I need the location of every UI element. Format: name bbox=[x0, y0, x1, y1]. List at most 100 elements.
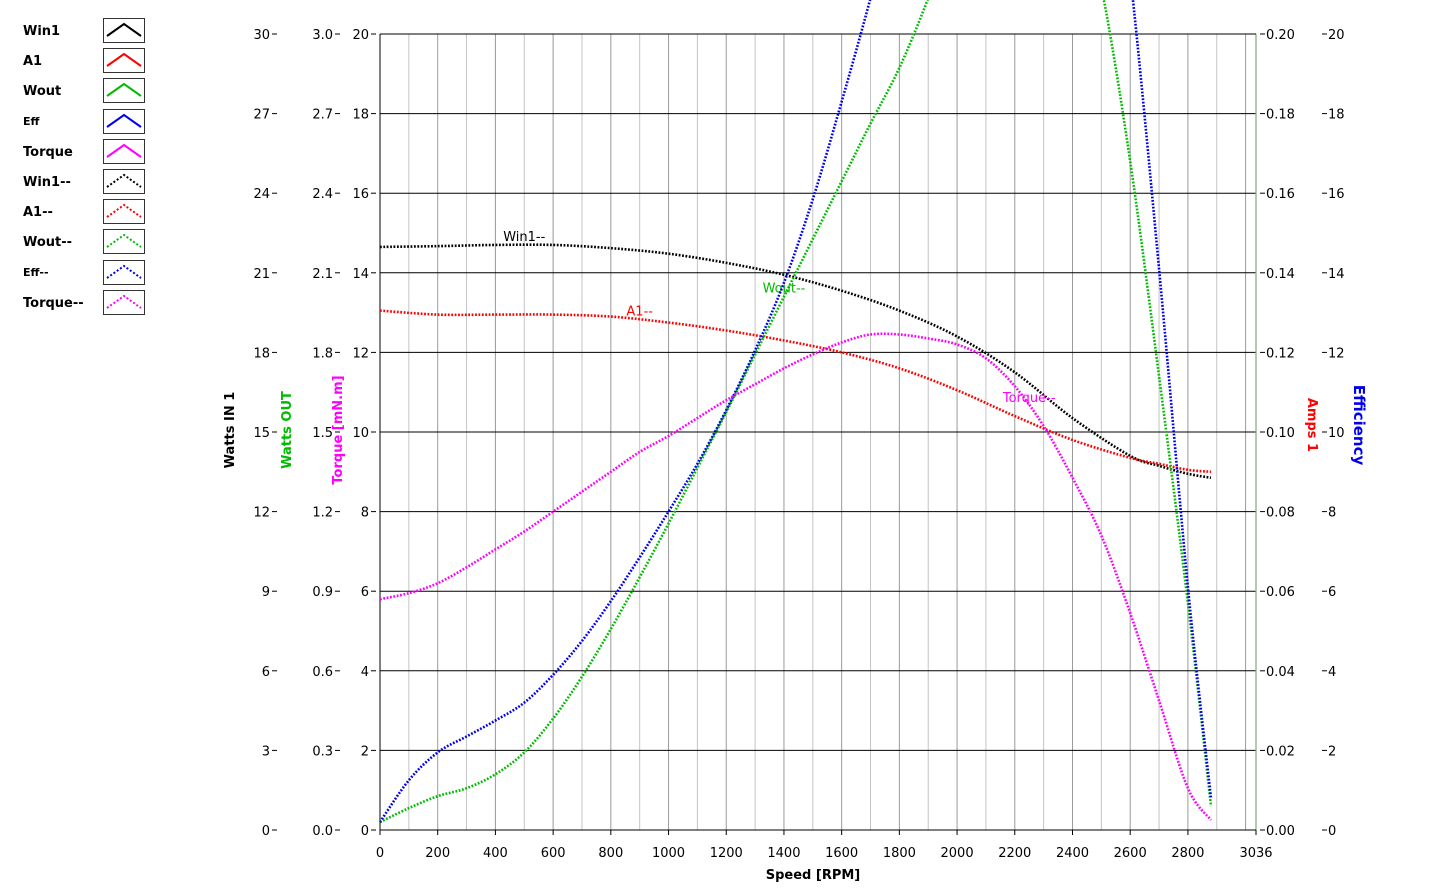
series-line bbox=[379, 332, 1213, 821]
x-tick-label: 1800 bbox=[883, 846, 916, 861]
left-axis-tick-label: 0 bbox=[361, 824, 369, 839]
left-axis-tick-label: 15 bbox=[253, 426, 270, 441]
legend-label: Eff bbox=[23, 114, 40, 128]
legend-swatch-icon bbox=[103, 18, 145, 43]
legend-label: Win1 bbox=[23, 24, 61, 39]
left-axis-tick-label: 2.7 bbox=[312, 108, 333, 123]
x-tick-label: 2800 bbox=[1171, 846, 1204, 861]
left-axis-tick-label: 3.0 bbox=[312, 28, 333, 43]
legend-item: A1-- bbox=[0, 199, 160, 227]
left-axis-tick-label: 9 bbox=[262, 585, 270, 600]
left-axis-tick-label: 20 bbox=[352, 28, 369, 43]
series-annotation-label: Torque-- bbox=[1002, 391, 1056, 406]
legend-item: Eff bbox=[0, 108, 160, 137]
x-tick-label: 2600 bbox=[1114, 846, 1147, 861]
right-axis-tick-label: 4 bbox=[1328, 665, 1336, 680]
right-axis-tick-label: 0.06 bbox=[1266, 585, 1295, 600]
left-axis-tick-label: 0.6 bbox=[312, 665, 333, 680]
x-tick-label: 2200 bbox=[998, 846, 1031, 861]
right-axis-title: Efficiency bbox=[1350, 385, 1368, 466]
right-axis-tick-label: 0.02 bbox=[1266, 744, 1295, 759]
left-axis-title: Torque [mN.m] bbox=[331, 375, 346, 484]
legend-item: A1 bbox=[0, 48, 160, 76]
legend-swatch-icon bbox=[103, 48, 145, 74]
right-axis-tick-label: 16 bbox=[1328, 187, 1345, 202]
x-tick-label: 1600 bbox=[825, 846, 858, 861]
legend-item: Wout-- bbox=[0, 229, 160, 257]
left-axis-tick-label: 1.8 bbox=[312, 346, 333, 361]
series-annotation-label: Wout-- bbox=[763, 282, 806, 297]
legend-item: Torque bbox=[0, 138, 160, 167]
legend-swatch-icon bbox=[103, 289, 145, 315]
left-axis-tick-label: 16 bbox=[352, 187, 369, 202]
left-axis-tick-label: 2.4 bbox=[312, 187, 333, 202]
left-axis-tick-label: 18 bbox=[352, 108, 369, 123]
right-axis-tick-label: 2 bbox=[1328, 744, 1336, 759]
series-line bbox=[379, 0, 1213, 824]
right-axis-title: Amps 1 bbox=[1304, 398, 1319, 452]
legend-item: Torque-- bbox=[0, 289, 160, 318]
right-axis-tick-label: 0 bbox=[1328, 824, 1336, 839]
right-axis-tick-label: 12 bbox=[1328, 346, 1345, 361]
left-axis-tick-label: 8 bbox=[361, 506, 369, 521]
x-axis-title: Speed [RPM] bbox=[766, 868, 861, 883]
left-axis-tick-label: 0.9 bbox=[312, 585, 333, 600]
left-axis-tick-label: 3 bbox=[262, 744, 270, 759]
left-axis-title: Watts IN 1 bbox=[223, 392, 238, 469]
right-axis-tick-label: 0.14 bbox=[1266, 267, 1295, 282]
x-tick-label: 1200 bbox=[710, 846, 743, 861]
legend-item: Win1-- bbox=[0, 169, 160, 197]
right-axis-tick-label: 0.16 bbox=[1266, 187, 1295, 202]
legend-label: Eff-- bbox=[23, 265, 49, 279]
left-axis-tick-label: 1.5 bbox=[312, 426, 333, 441]
x-tick-label: 0 bbox=[376, 846, 384, 861]
legend-swatch-icon bbox=[103, 78, 145, 104]
left-axis-tick-label: 2.1 bbox=[312, 267, 333, 282]
left-axis-tick-label: 0.0 bbox=[312, 824, 333, 839]
legend-label: Torque bbox=[23, 144, 73, 160]
right-axis-tick-label: 10 bbox=[1328, 426, 1345, 441]
legend-label: A1 bbox=[23, 54, 43, 70]
x-tick-label: 400 bbox=[483, 846, 508, 861]
x-tick-label: 2000 bbox=[941, 846, 974, 861]
left-axis-tick-label: 0 bbox=[262, 824, 270, 839]
right-axis-tick-label: 0.10 bbox=[1266, 426, 1295, 441]
left-axis-title: Watts OUT bbox=[280, 391, 295, 469]
legend-label: A1-- bbox=[23, 205, 53, 221]
right-axis-tick-label: 0.00 bbox=[1266, 824, 1295, 839]
legend-swatch-icon bbox=[103, 169, 145, 194]
left-axis-tick-label: 12 bbox=[352, 346, 369, 361]
legend-swatch-icon bbox=[103, 229, 145, 255]
x-tick-label: 1000 bbox=[652, 846, 685, 861]
legend-swatch-icon bbox=[103, 108, 145, 134]
left-axis-tick-label: 12 bbox=[253, 506, 270, 521]
left-axis-tick-label: 10 bbox=[352, 426, 369, 441]
left-axis-tick-label: 14 bbox=[352, 267, 369, 282]
series-annotation-label: Win1-- bbox=[503, 230, 545, 245]
right-axis-tick-label: 0.20 bbox=[1266, 28, 1295, 43]
legend-label: Wout-- bbox=[23, 235, 73, 251]
left-axis-tick-label: 27 bbox=[253, 108, 270, 123]
right-axis-tick-label: 14 bbox=[1328, 267, 1345, 282]
left-axis-tick-label: 30 bbox=[253, 28, 270, 43]
legend-label: Win1-- bbox=[23, 175, 71, 190]
legend-label: Torque-- bbox=[23, 295, 84, 311]
left-axis-tick-label: 6 bbox=[262, 665, 270, 680]
left-axis-tick-label: 0.3 bbox=[312, 744, 333, 759]
legend-item: Eff-- bbox=[0, 259, 160, 288]
right-axis-tick-label: 0.04 bbox=[1266, 665, 1295, 680]
x-tick-label: 3036 bbox=[1239, 846, 1272, 861]
left-axis-tick-label: 6 bbox=[361, 585, 369, 600]
right-axis-tick-label: 0.08 bbox=[1266, 506, 1295, 521]
left-axis-tick-label: 21 bbox=[253, 267, 270, 282]
series-line bbox=[378, 0, 1213, 823]
right-axis-tick-label: 18 bbox=[1328, 108, 1345, 123]
left-axis-tick-label: 4 bbox=[361, 665, 369, 680]
legend-swatch-icon bbox=[103, 199, 145, 225]
right-axis-tick-label: 0.18 bbox=[1266, 108, 1295, 123]
series-line bbox=[379, 309, 1212, 474]
left-axis-tick-label: 1.2 bbox=[312, 506, 333, 521]
left-axis-tick-label: 18 bbox=[253, 346, 270, 361]
legend-label: Wout bbox=[23, 84, 62, 100]
legend-item: Win1 bbox=[0, 18, 160, 46]
